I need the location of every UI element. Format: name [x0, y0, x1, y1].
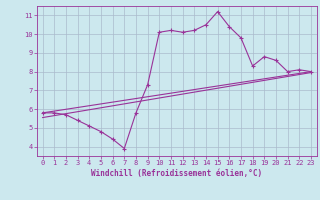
X-axis label: Windchill (Refroidissement éolien,°C): Windchill (Refroidissement éolien,°C): [91, 169, 262, 178]
